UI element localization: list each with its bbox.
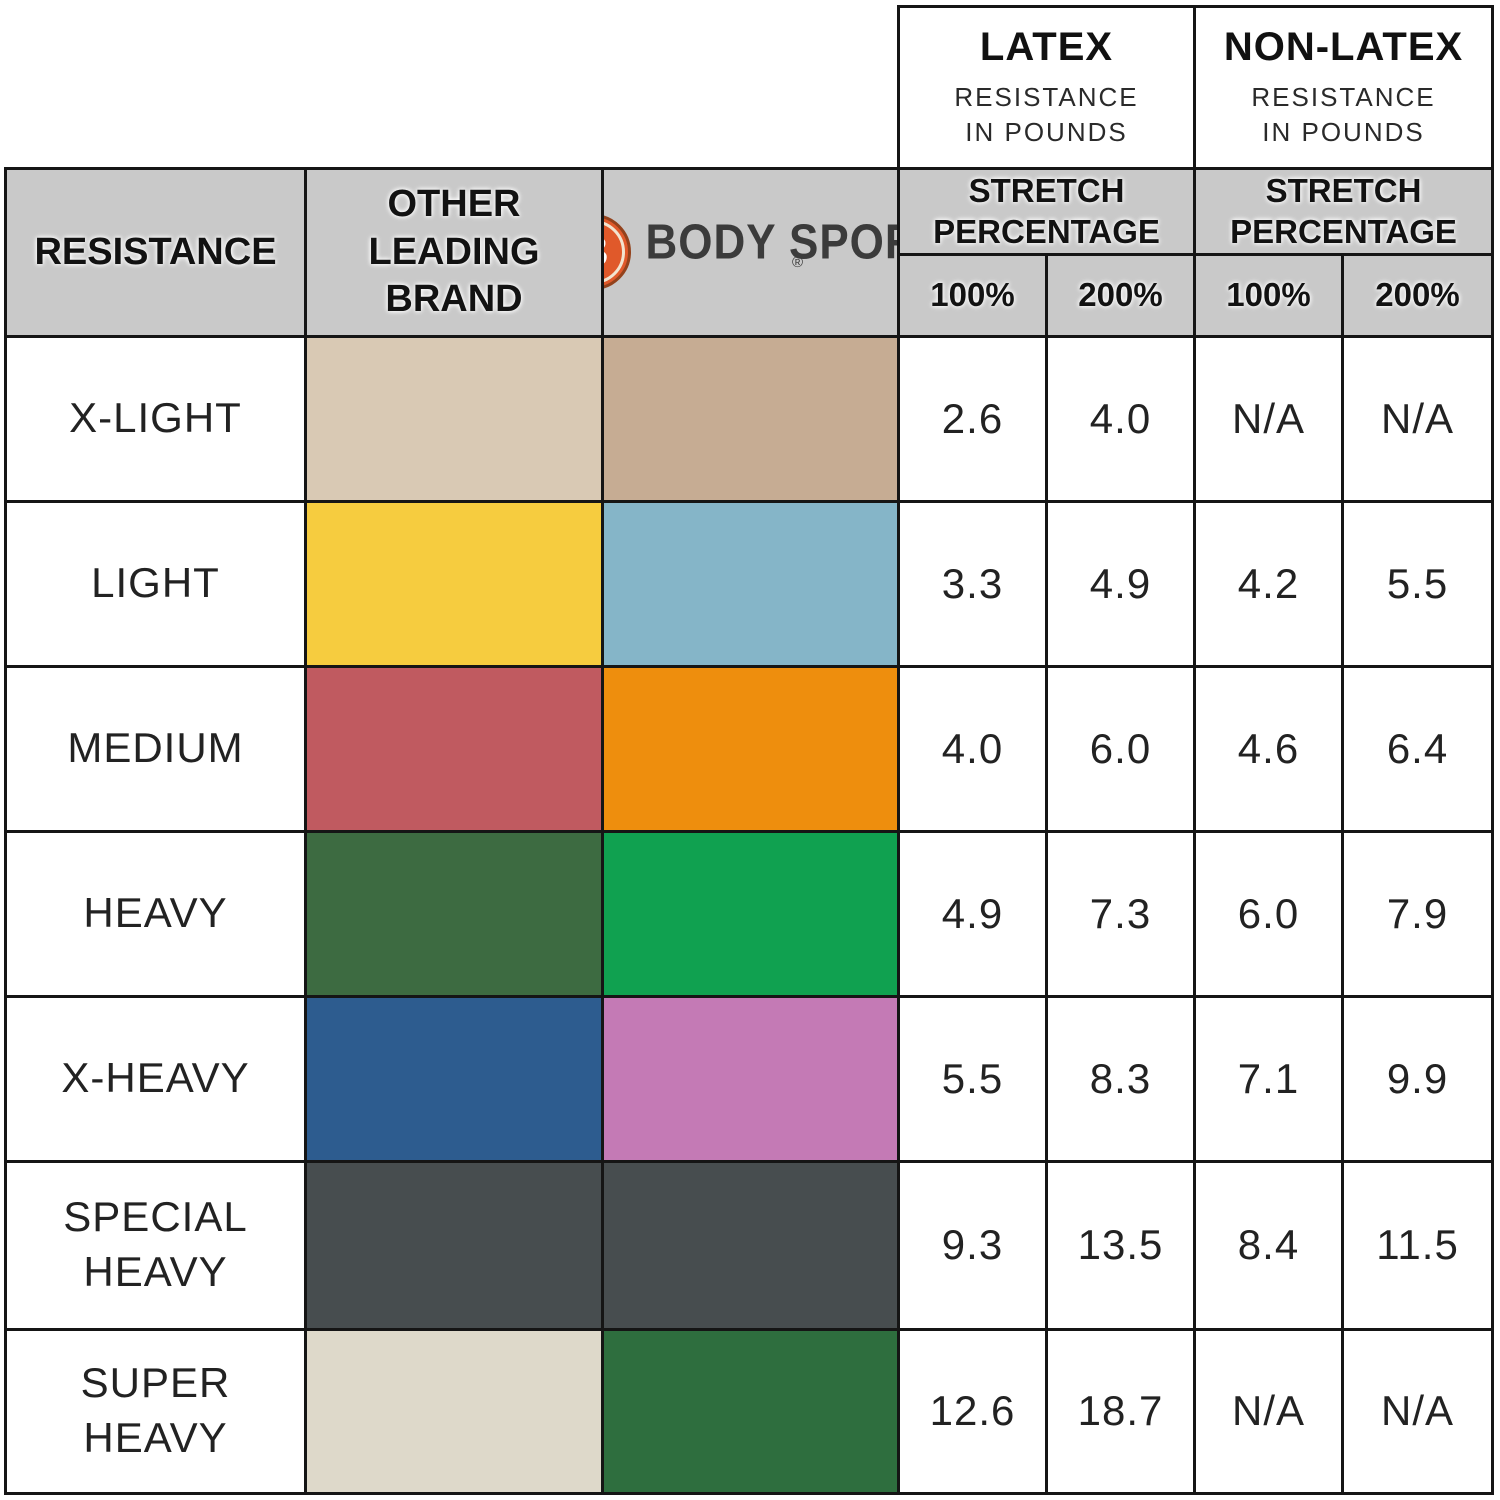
nonlatex-stretch-header: STRETCH PERCENTAGE	[1192, 167, 1495, 256]
latex-100-value: 5.5	[897, 994, 1048, 1163]
registered-trademark: ®	[791, 254, 804, 272]
other-brand-swatch	[304, 829, 604, 998]
latex-title: LATEX	[979, 24, 1114, 69]
nonlatex-200-value: 9.9	[1340, 994, 1495, 1163]
nonlatex-200-value: 5.5	[1340, 499, 1495, 668]
bodysport-swatch	[601, 499, 900, 668]
latex-200-value: 7.3	[1045, 829, 1196, 998]
nonlatex-group-header: NON-LATEX RESISTANCE IN POUNDS	[1192, 5, 1495, 170]
resistance-level-label: MEDIUM	[4, 664, 307, 833]
resistance-level-label: SUPER HEAVY	[4, 1327, 307, 1495]
bodysport-swatch	[601, 664, 900, 833]
latex-stretch-header: STRETCH PERCENTAGE	[897, 167, 1196, 256]
other-brand-swatch	[304, 334, 604, 503]
nonlatex-100-value: 4.6	[1193, 664, 1344, 833]
nonlatex-200-value: 7.9	[1340, 829, 1495, 998]
bodysport-logo-icon: B	[605, 214, 632, 291]
nonlatex-200-value: 6.4	[1340, 664, 1495, 833]
other-brand-swatch	[304, 1159, 604, 1331]
nonlatex-100-value: 8.4	[1193, 1159, 1344, 1331]
percent-header-row: 100% 200% 100% 200%	[6, 252, 1495, 338]
bodysport-brand: B BODY SPORT®	[605, 214, 896, 291]
resistance-level-label: SPECIAL HEAVY	[4, 1159, 307, 1331]
bodysport-column-header: B BODY SPORT®	[601, 167, 900, 338]
nonlatex-100-value: N/A	[1193, 1327, 1344, 1495]
latex-subtitle: RESISTANCE IN POUNDS	[954, 81, 1139, 147]
resistance-level-label: X-HEAVY	[4, 994, 307, 1163]
resistance-level-label: LIGHT	[4, 499, 307, 668]
other-brand-swatch	[304, 1327, 604, 1495]
latex-100-value: 3.3	[897, 499, 1048, 668]
nonlatex-100-value: 4.2	[1193, 499, 1344, 668]
table-row-x-light: X-LIGHT 2.6 4.0 N/A N/A	[4, 334, 1495, 503]
latex-200-value: 18.7	[1045, 1327, 1196, 1495]
bodysport-swatch	[601, 1159, 900, 1331]
nonlatex-200-value: N/A	[1340, 334, 1495, 503]
table-row-heavy: HEAVY 4.9 7.3 6.0 7.9	[4, 829, 1495, 998]
column-header-row: RESISTANCE OTHER LEADING BRAND B BODY SP…	[4, 167, 1495, 338]
resistance-comparison-table: LATEX RESISTANCE IN POUNDS NON-LATEX RES…	[4, 5, 1495, 1495]
latex-100-value: 12.6	[897, 1327, 1048, 1495]
nonlatex-200-value: N/A	[1340, 1327, 1495, 1495]
bodysport-swatch	[601, 334, 900, 503]
bodysport-wordmark: BODY SPORT®	[645, 215, 895, 272]
resistance-level-label: HEAVY	[4, 829, 307, 998]
latex-100-value: 9.3	[897, 1159, 1048, 1331]
latex-100-value: 2.6	[897, 334, 1048, 503]
nonlatex-100-value: 7.1	[1193, 994, 1344, 1163]
nonlatex-subtitle: RESISTANCE IN POUNDS	[1251, 81, 1436, 147]
nonlatex-100-value: 6.0	[1193, 829, 1344, 998]
table-row-medium: MEDIUM 4.0 6.0 4.6 6.4	[4, 664, 1495, 833]
latex-200-value: 13.5	[1045, 1159, 1196, 1331]
latex-100-value: 4.0	[897, 664, 1048, 833]
bodysport-swatch	[601, 1327, 900, 1495]
latex-200-header: 200%	[1045, 252, 1196, 338]
table-row-super-heavy: SUPER HEAVY 12.6 18.7 N/A N/A	[4, 1327, 1495, 1495]
resistance-level-label: X-LIGHT	[4, 334, 307, 503]
table-row-light: LIGHT 3.3 4.9 4.2 5.5	[4, 499, 1495, 668]
top-header-row: LATEX RESISTANCE IN POUNDS NON-LATEX RES…	[5, 5, 1495, 170]
nonlatex-100-value: N/A	[1193, 334, 1344, 503]
other-brand-swatch	[304, 994, 604, 1163]
nonlatex-title: NON-LATEX	[1223, 24, 1464, 69]
other-brand-column-header: OTHER LEADING BRAND	[304, 167, 604, 338]
latex-200-value: 4.0	[1045, 334, 1196, 503]
nonlatex-200-value: 11.5	[1340, 1159, 1495, 1331]
latex-200-value: 4.9	[1045, 499, 1196, 668]
top-left-spacer	[5, 6, 899, 169]
table-row-x-heavy: X-HEAVY 5.5 8.3 7.1 9.9	[4, 994, 1495, 1163]
latex-100-header: 100%	[897, 252, 1048, 338]
latex-100-value: 4.9	[897, 829, 1048, 998]
nonlatex-100-header: 100%	[1193, 252, 1344, 338]
other-brand-swatch	[304, 664, 604, 833]
table-row-special-heavy: SPECIAL HEAVY 9.3 13.5 8.4 11.5	[4, 1159, 1495, 1331]
latex-200-value: 8.3	[1045, 994, 1196, 1163]
latex-200-value: 6.0	[1045, 664, 1196, 833]
latex-group-header: LATEX RESISTANCE IN POUNDS	[897, 5, 1196, 170]
bodysport-swatch	[601, 829, 900, 998]
resistance-column-header: RESISTANCE	[4, 167, 307, 338]
bodysport-swatch	[601, 994, 900, 1163]
nonlatex-200-header: 200%	[1340, 252, 1495, 338]
other-brand-swatch	[304, 499, 604, 668]
